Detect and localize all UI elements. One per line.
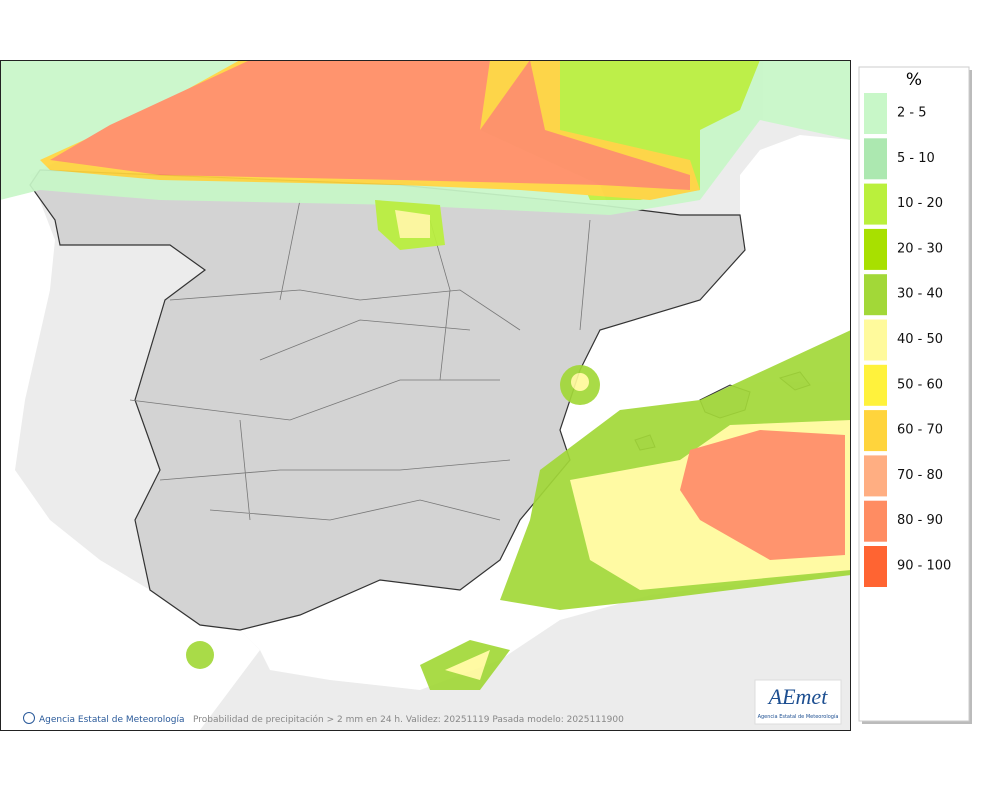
precip-area bbox=[680, 430, 845, 560]
logo-name: AEmet bbox=[767, 684, 829, 709]
legend-swatch bbox=[864, 319, 887, 361]
legend-swatch bbox=[864, 546, 887, 587]
legend-label: 50 - 60 bbox=[897, 377, 943, 392]
legend-label: 10 - 20 bbox=[897, 196, 943, 211]
precip-area bbox=[445, 650, 490, 680]
sea bbox=[0, 170, 260, 730]
border-lines bbox=[129, 199, 591, 521]
legend-label: 60 - 70 bbox=[897, 423, 943, 438]
legend-swatch bbox=[864, 93, 887, 134]
caption: Probabilidad de precipitación > 2 mm en … bbox=[193, 714, 624, 725]
legend-label: 80 - 90 bbox=[897, 513, 943, 528]
legend-swatch bbox=[864, 274, 887, 316]
copyright-icon bbox=[23, 712, 35, 724]
credit: Agencia Estatal de Meteorología bbox=[39, 715, 185, 725]
legend-swatch bbox=[864, 500, 887, 542]
legend-swatch bbox=[864, 183, 887, 225]
logo: AEmet Agencia Estatal de Meteorología bbox=[754, 679, 842, 725]
legend-swatch bbox=[864, 410, 887, 452]
legend-label: 5 - 10 bbox=[897, 151, 935, 166]
region-borders bbox=[129, 199, 591, 521]
precip-area bbox=[186, 641, 214, 669]
legend-label: 40 - 50 bbox=[897, 332, 943, 347]
footer: Agencia Estatal de Meteorología Probabil… bbox=[23, 712, 624, 725]
legend-label: 30 - 40 bbox=[897, 287, 943, 302]
legend-label: 90 - 100 bbox=[897, 559, 951, 574]
precip-area bbox=[571, 373, 589, 391]
precip-area bbox=[395, 210, 430, 238]
precipitation bbox=[0, 60, 851, 690]
legend-swatch bbox=[864, 455, 887, 497]
legend-swatch bbox=[864, 364, 887, 406]
legend-label: 70 - 80 bbox=[897, 468, 943, 483]
legend-label: 20 - 30 bbox=[897, 241, 943, 256]
logo-box bbox=[754, 679, 842, 725]
map bbox=[0, 60, 851, 730]
legend-label: 2 - 5 bbox=[897, 106, 927, 121]
legend-swatch bbox=[864, 138, 887, 180]
spain bbox=[29, 169, 746, 631]
legend-title: % bbox=[906, 70, 922, 90]
logo-subtitle: Agencia Estatal de Meteorología bbox=[758, 713, 839, 720]
legend-swatch bbox=[864, 228, 887, 270]
legend: % 2 - 5 5 - 10 10 - 20 20 - 30 30 - 40 40 - 5… bbox=[858, 66, 972, 724]
map-frame bbox=[0, 60, 851, 731]
precip-area bbox=[50, 60, 690, 190]
